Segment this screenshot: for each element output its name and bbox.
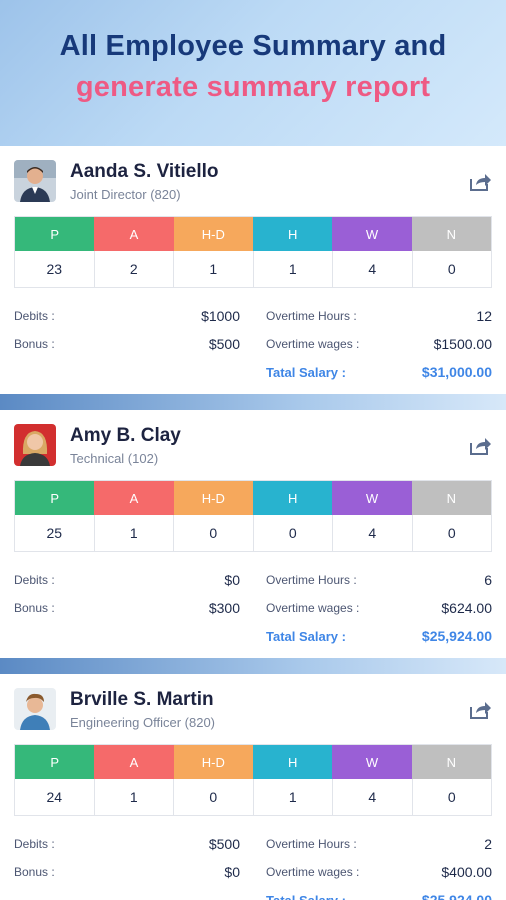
attendance-header-row: P A H-D H W N (15, 481, 491, 515)
attendance-header-w: W (332, 745, 412, 779)
overtime-wages-value: $400.00 (441, 864, 492, 880)
man-photo-avatar (14, 160, 56, 202)
woman-photo-avatar (14, 424, 56, 466)
overtime-wages-label: Overtime wages : (266, 865, 360, 879)
employee-name: Aanda S. Vitiello (70, 160, 219, 182)
bonus-value: $0 (224, 864, 240, 880)
page-header: All Employee Summary and generate summar… (0, 0, 506, 146)
salary-details: Debits : $500 Bonus : $0 Overtime Hours : 2… (14, 830, 492, 900)
employee-list: Aanda S. Vitiello Joint Director (820) P… (0, 146, 506, 900)
attendance-value-h-d: 1 (174, 251, 254, 287)
debits-label: Debits : (14, 309, 55, 323)
attendance-value-w: 4 (333, 251, 413, 287)
attendance-header-h-d: H-D (173, 217, 253, 251)
employee-role: Technical (102) (70, 450, 159, 466)
attendance-value-n: 0 (447, 789, 456, 805)
total-salary-value: $25,924.00 (421, 892, 492, 900)
attendance-header-p: P (15, 745, 95, 779)
overtime-wages-label: Overtime wages : (266, 601, 360, 615)
card-separator (0, 394, 506, 410)
attendance-header-p: P (15, 217, 95, 251)
employee-card[interactable]: Brville S. Martin Engineering Officer (8… (0, 674, 506, 900)
salary-details: Debits : $1000 Bonus : $500 Overtime Hours… (14, 302, 492, 386)
total-salary-value: $31,000.00 (421, 364, 492, 380)
overtime-hours-label: Overtime Hours : (266, 837, 357, 851)
attendance-value-w: 4 (333, 515, 413, 551)
card-separator (0, 658, 506, 674)
bonus-label: Bonus : (14, 601, 55, 615)
man-photo-avatar (14, 688, 56, 730)
attendance-value-w: 4 (333, 779, 413, 815)
bonus-value: $300 (208, 600, 240, 616)
total-salary-label: Tatal Salary : (266, 364, 346, 380)
overtime-hours-value: 12 (476, 308, 492, 324)
attendance-value-h: 0 (254, 515, 333, 551)
attendance-header-n: N (411, 745, 491, 779)
debits-value: $0 (224, 572, 240, 588)
employee-card[interactable]: Aanda S. Vitiello Joint Director (820) P… (0, 146, 506, 394)
overtime-wages-value: $624.00 (441, 600, 492, 616)
share-icon[interactable] (468, 170, 492, 192)
attendance-header-n: N (411, 217, 491, 251)
attendance-header-h-d: H-D (173, 745, 253, 779)
attendance-table: P A H-D H W N 24 1 0 1 4 0 (14, 744, 492, 816)
attendance-header-n: N (411, 481, 491, 515)
total-salary-value: $25,924.00 (421, 628, 492, 644)
page-title-line1: All Employee Summary and (59, 30, 447, 62)
debits-value: $500 (208, 836, 240, 852)
attendance-header-w: W (332, 217, 412, 251)
bonus-value: $500 (208, 336, 240, 352)
employee-role: Joint Director (820) (70, 186, 181, 202)
total-salary-label: Tatal Salary : (266, 628, 346, 644)
overtime-hours-label: Overtime Hours : (266, 309, 357, 323)
attendance-header-h-d: H-D (173, 481, 253, 515)
debits-value: $1000 (201, 308, 240, 324)
attendance-value-p: 23 (15, 251, 95, 287)
employee-card[interactable]: Amy B. Clay Technical (102) P A H-D H W N 25 1… (0, 410, 506, 658)
overtime-wages-value: $1500.00 (433, 336, 492, 352)
attendance-value-row: 23 2 1 1 4 0 (15, 251, 491, 287)
salary-details: Debits : $0 Bonus : $300 Overtime Hours : 6… (14, 566, 492, 650)
attendance-header-p: P (15, 481, 95, 515)
attendance-header-a: A (94, 217, 174, 251)
attendance-value-h: 1 (254, 779, 333, 815)
attendance-value-n: 0 (447, 261, 456, 277)
overtime-hours-label: Overtime Hours : (266, 573, 357, 587)
attendance-value-a: 2 (95, 251, 174, 287)
attendance-value-a: 1 (95, 779, 174, 815)
employee-role: Engineering Officer (820) (70, 714, 216, 730)
attendance-value-a: 1 (95, 515, 174, 551)
attendance-value-p: 24 (15, 779, 95, 815)
attendance-header-w: W (332, 481, 412, 515)
overtime-hours-value: 6 (484, 572, 492, 588)
attendance-table: P A H-D H W N 25 1 0 0 4 0 (14, 480, 492, 552)
attendance-value-h: 1 (254, 251, 333, 287)
overtime-hours-value: 2 (484, 836, 492, 852)
debits-label: Debits : (14, 573, 55, 587)
bonus-label: Bonus : (14, 865, 55, 879)
attendance-value-h-d: 0 (174, 779, 254, 815)
share-icon[interactable] (468, 698, 492, 720)
total-salary-label: Tatal Salary : (266, 892, 346, 900)
attendance-value-n: 0 (447, 525, 456, 541)
employee-name: Brville S. Martin (70, 688, 214, 710)
page-title-line2: generate summary report (75, 71, 431, 103)
employee-name: Amy B. Clay (70, 424, 181, 446)
attendance-value-h-d: 0 (174, 515, 254, 551)
attendance-header-h: H (252, 481, 333, 515)
attendance-value-row: 24 1 0 1 4 0 (15, 779, 491, 815)
share-icon[interactable] (468, 434, 492, 456)
attendance-header-a: A (94, 481, 174, 515)
attendance-value-p: 25 (15, 515, 95, 551)
attendance-header-a: A (94, 745, 174, 779)
debits-label: Debits : (14, 837, 55, 851)
attendance-header-h: H (252, 745, 333, 779)
overtime-wages-label: Overtime wages : (266, 337, 360, 351)
bonus-label: Bonus : (14, 337, 55, 351)
attendance-table: P A H-D H W N 23 2 1 1 4 0 (14, 216, 492, 288)
attendance-header-row: P A H-D H W N (15, 217, 491, 251)
attendance-header-row: P A H-D H W N (15, 745, 491, 779)
attendance-value-row: 25 1 0 0 4 0 (15, 515, 491, 551)
attendance-header-h: H (252, 217, 333, 251)
